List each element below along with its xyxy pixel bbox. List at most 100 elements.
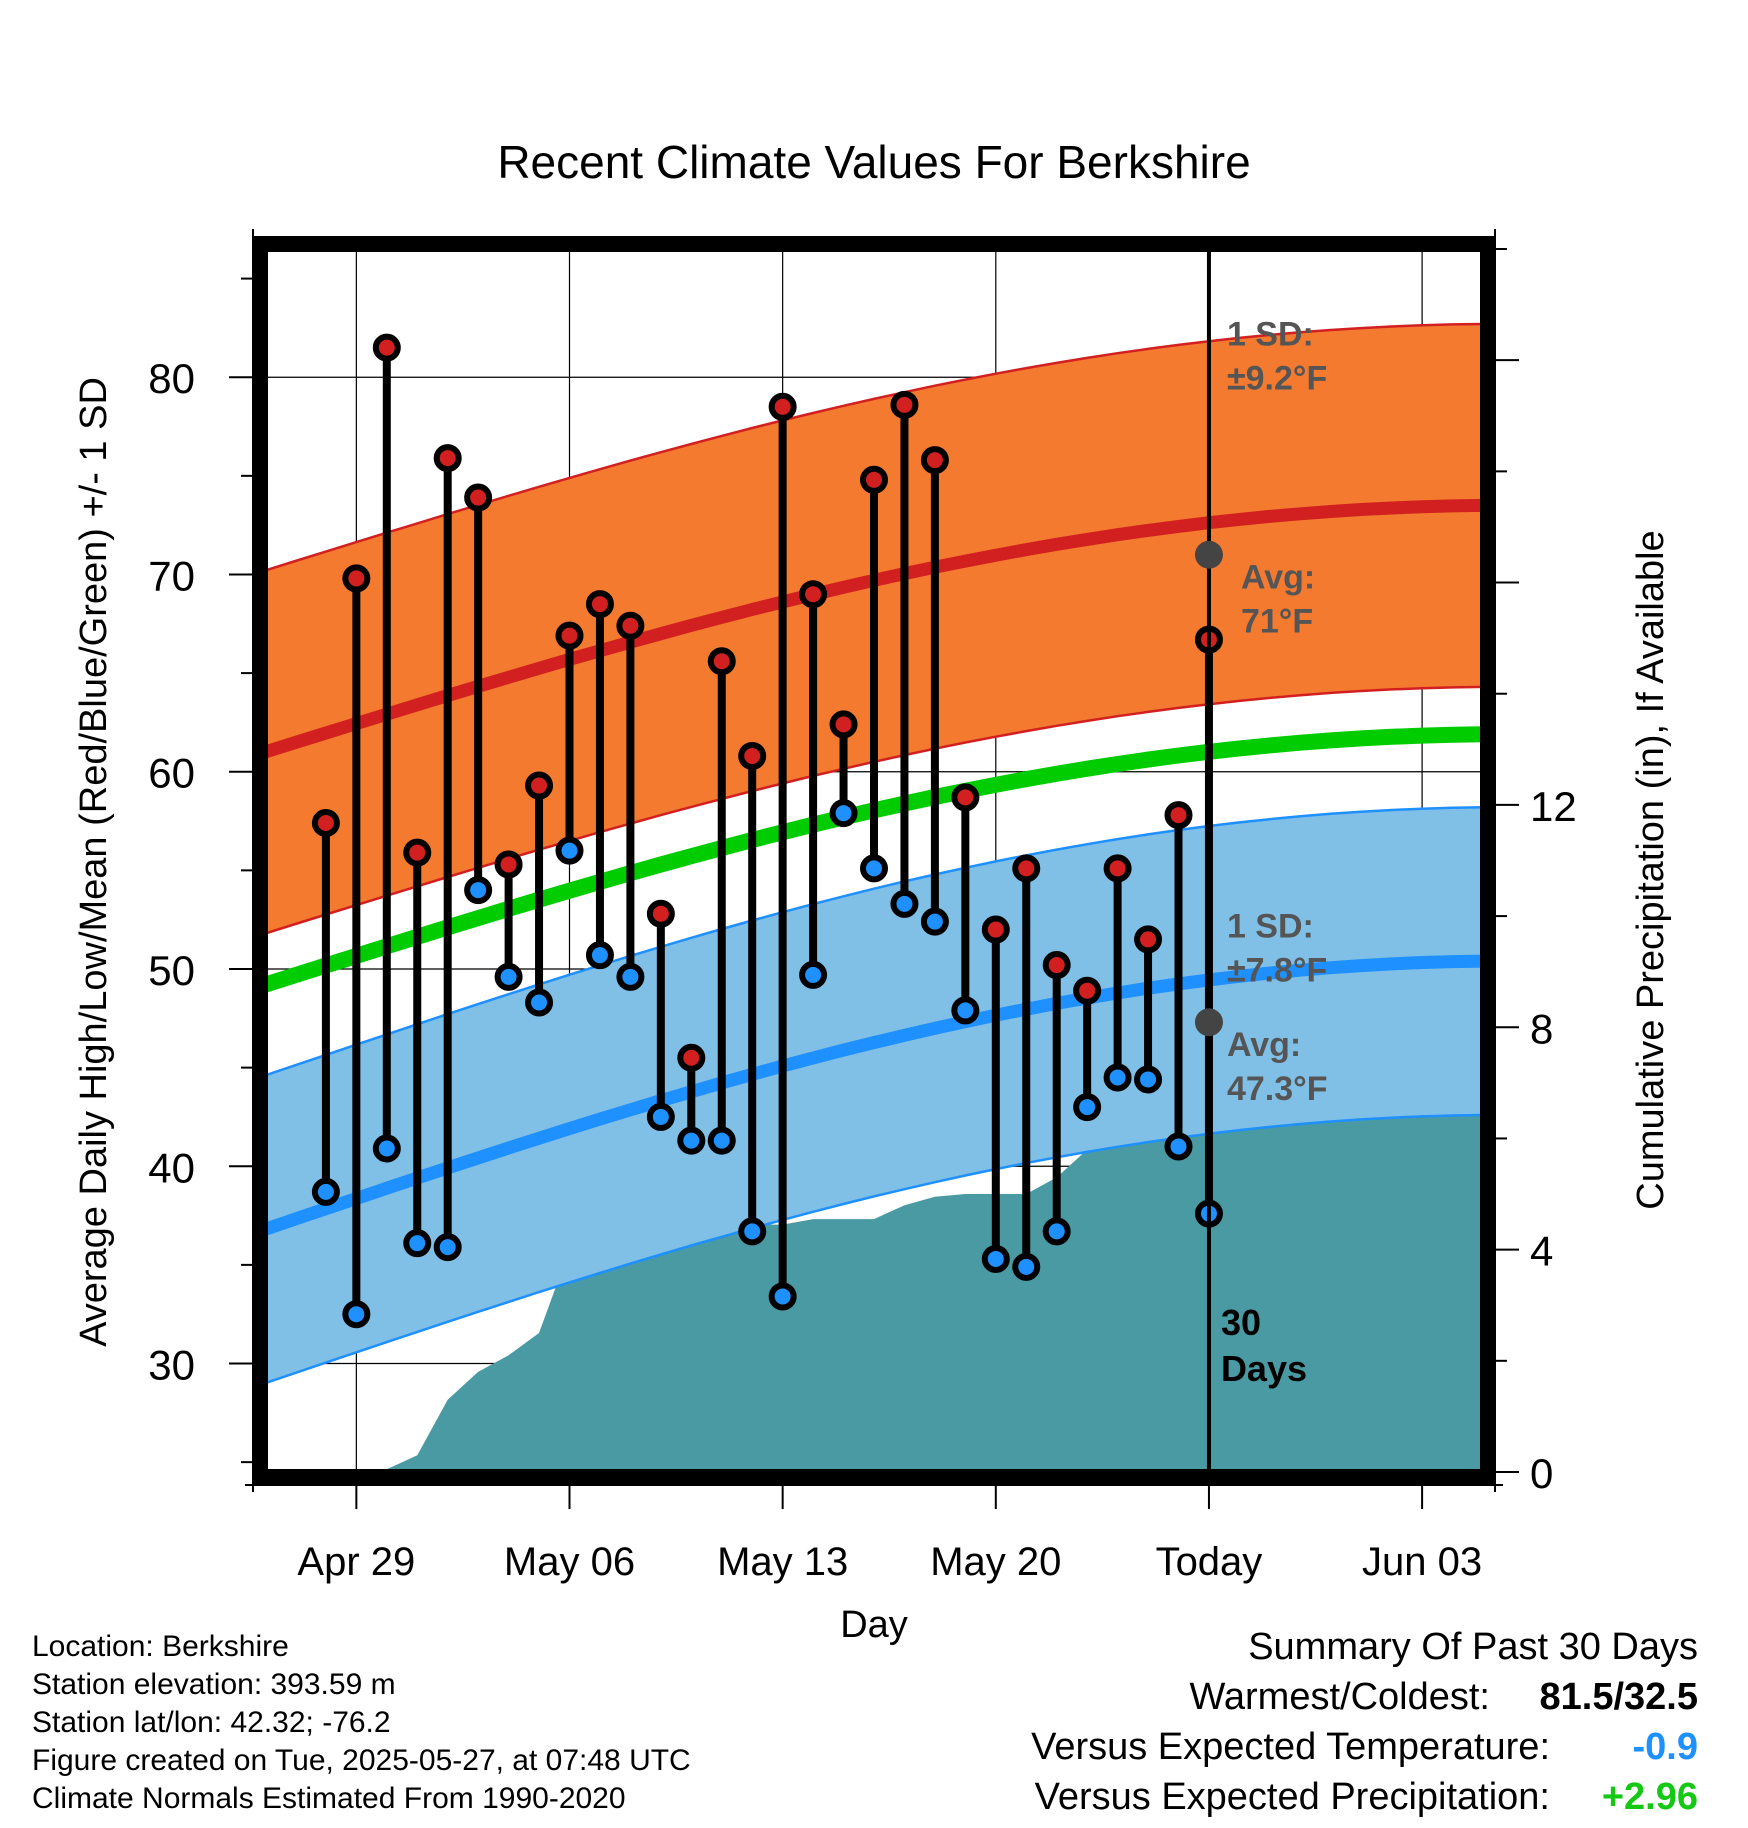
x-tick-label: May 13 (717, 1540, 848, 1584)
high-avg-label-line-2: 71°F (1241, 602, 1313, 640)
high-point (890, 390, 919, 419)
low-point (1103, 1063, 1132, 1092)
high-point (1164, 801, 1193, 830)
high-point (707, 647, 736, 676)
today-days-label-2: Days (1221, 1348, 1307, 1389)
high-point (433, 444, 462, 473)
low-point (677, 1126, 706, 1155)
low-point (403, 1229, 432, 1258)
low-point (799, 960, 828, 989)
high-point (494, 850, 523, 879)
plot-frame (252, 236, 1496, 1485)
summary-temp-row: Versus Expected Temperature: -0.9 (1031, 1722, 1698, 1772)
summary-temp-value: -0.9 (1632, 1726, 1698, 1768)
high-point (1012, 854, 1041, 883)
low-point (1012, 1252, 1041, 1281)
overlay: 1 SD: ±9.2°F Avg: 71°F 1 SD: ±7.8°F Avg: 47.3°F… (311, 239, 1327, 1472)
low-sd-label-line-1: 1 SD: (1227, 907, 1314, 945)
high-point (677, 1043, 706, 1072)
low-point (951, 996, 980, 1025)
high-point (646, 899, 675, 928)
high-point (616, 611, 645, 640)
low-point (555, 836, 584, 865)
low-point (585, 941, 614, 970)
x-tick-label: Today (1156, 1540, 1263, 1584)
summary-precip-row: Versus Expected Precipitation: +2.96 (1031, 1772, 1698, 1822)
station-info: Location: Berkshire Station elevation: 3… (32, 1628, 691, 1818)
today-low-avg-marker (1194, 1008, 1223, 1037)
summary-precip-value: +2.96 (1601, 1776, 1698, 1818)
low-point (920, 907, 949, 936)
high-point (1042, 951, 1071, 980)
summary-warm-row: Warmest/Coldest: 81.5/32.5 (1031, 1672, 1698, 1722)
low-point (860, 854, 888, 883)
y-axis-label: Average Daily High/Low/Mean (Red/Blue/Gr… (73, 377, 115, 1347)
high-point (920, 446, 949, 475)
high-point (342, 564, 371, 593)
high-point (311, 809, 340, 838)
low-point (616, 962, 645, 991)
x-tick-label: Jun 03 (1362, 1540, 1482, 1584)
high-point (1073, 976, 1102, 1005)
low-point (525, 988, 554, 1017)
precip-area (265, 1102, 1483, 1472)
summary-panel: Summary Of Past 30 Days Warmest/Coldest:… (1031, 1622, 1698, 1822)
low-point (494, 962, 523, 991)
summary-warm-label: Warmest/Coldest: (1189, 1676, 1490, 1718)
summary-warm-value: 81.5/32.5 (1539, 1676, 1698, 1718)
low-point (311, 1177, 340, 1206)
low-point (1042, 1217, 1071, 1246)
y2-tick-label: 8 (1530, 1005, 1553, 1052)
y-tick-label: 80 (148, 355, 195, 402)
today-days-label-1: 30 (1221, 1302, 1261, 1343)
summary-title: Summary Of Past 30 Days (1248, 1626, 1698, 1668)
y-tick-label: 70 (148, 552, 195, 599)
low-band-bottom-edge (265, 1113, 1483, 1385)
high-point (1103, 854, 1132, 883)
low-sd-label-line-2: ±7.8°F (1227, 951, 1327, 989)
y2-axis-label: Cumulative Precipitation (in), If Availa… (1630, 530, 1672, 1209)
x-tick-label: Apr 29 (297, 1540, 415, 1584)
high-point (1134, 925, 1163, 954)
low-point (738, 1217, 767, 1246)
low-point (1073, 1093, 1102, 1122)
x-tick-label: May 06 (504, 1540, 635, 1584)
low-band-top-edge (265, 805, 1483, 1077)
chart-title: Recent Climate Values For Berkshire (497, 136, 1250, 188)
high-point (738, 741, 767, 770)
low-point (768, 1282, 797, 1311)
high-point (585, 590, 614, 619)
y-tick-label: 50 (148, 947, 195, 994)
y-tick-label: 40 (148, 1144, 195, 1191)
info-normals: Climate Normals Estimated From 1990-2020 (32, 1782, 626, 1815)
y2-tick-label: 12 (1530, 783, 1577, 830)
today-high-avg-marker (1194, 540, 1223, 569)
high-sd-label-line-1: 1 SD: (1227, 316, 1314, 354)
y-tick-label: 30 (148, 1342, 195, 1389)
info-latlon: Station lat/lon: 42.32; -76.2 (32, 1706, 391, 1739)
high-point (981, 915, 1010, 944)
low-point (646, 1102, 675, 1131)
high-point (403, 838, 432, 867)
y2-tick-label: 0 (1530, 1450, 1553, 1497)
high-band-top-edge (265, 322, 1483, 572)
low-point (464, 876, 493, 905)
summary-precip-label: Versus Expected Precipitation: (1034, 1776, 1550, 1818)
low-point (342, 1300, 371, 1329)
x-tick-label: May 20 (930, 1540, 1061, 1584)
low-point (981, 1244, 1010, 1273)
info-location: Location: Berkshire (32, 1630, 289, 1663)
high-point (951, 783, 980, 812)
low-point (707, 1126, 736, 1155)
low-avg-label-line-1: Avg: (1227, 1026, 1301, 1064)
info-elevation: Station elevation: 393.59 m (32, 1668, 396, 1701)
high-point (372, 333, 401, 362)
high-point (829, 710, 858, 739)
y2-tick-label: 4 (1530, 1228, 1553, 1275)
high-point (555, 621, 584, 650)
x-axis-label: Day (840, 1604, 908, 1646)
axes: 30 40 50 60 70 80 0 4 8 12 Apr 29 May 06 May 13 May 2… (148, 229, 1577, 1584)
low-point (1164, 1132, 1193, 1161)
high-avg-label-line-1: Avg: (1241, 558, 1315, 596)
